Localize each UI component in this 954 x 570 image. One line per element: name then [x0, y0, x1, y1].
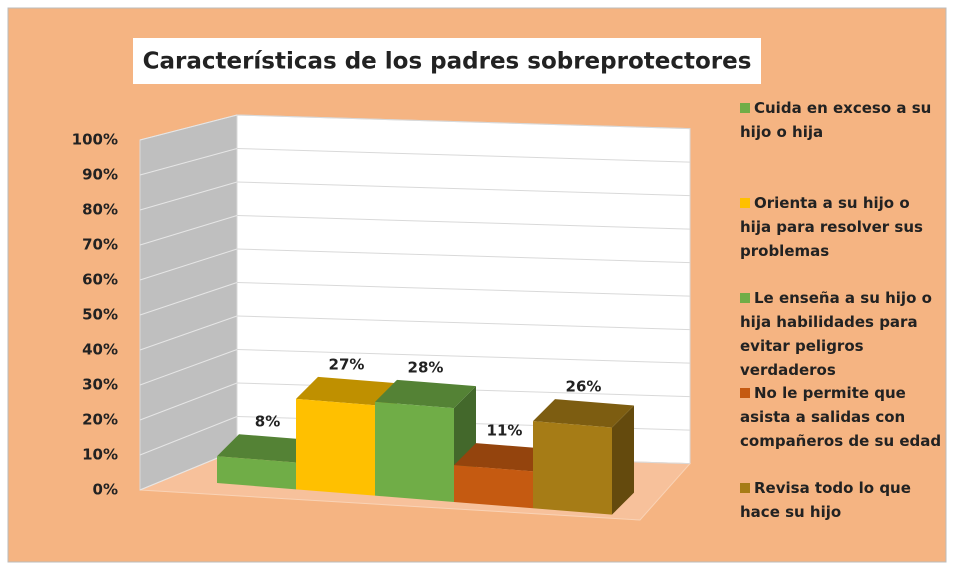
legend-swatch — [740, 483, 750, 493]
grid-line — [139, 215, 238, 246]
legend-label: No le permite que asista a salidas con c… — [740, 384, 942, 450]
bar — [454, 465, 533, 509]
grid-line — [236, 282, 691, 297]
y-tick-label: 10% — [82, 446, 118, 464]
grid-line — [236, 215, 691, 230]
legend-label: Orienta a su hijo o hija para resolver s… — [740, 194, 923, 260]
grid-line — [139, 248, 238, 281]
grid-line — [236, 315, 691, 331]
legend-swatch — [740, 198, 750, 208]
chart-title: Características de los padres sobreprote… — [143, 49, 752, 75]
bar — [375, 401, 454, 502]
y-tick-label: 30% — [82, 376, 118, 394]
title-box — [133, 38, 761, 84]
y-tick-label: 100% — [72, 131, 118, 149]
legend-entry: Orienta a su hijo o hija para resolver s… — [740, 191, 945, 263]
bar-top — [454, 443, 555, 472]
legend-label: Cuida en exceso a su hijo o hija — [740, 99, 932, 141]
legend-swatch — [740, 388, 750, 398]
bar — [217, 456, 296, 490]
data-label: 8% — [255, 413, 280, 431]
y-tick-label: 80% — [82, 201, 118, 219]
y-tick-label: 0% — [93, 481, 118, 499]
y-tick-label: 50% — [82, 306, 118, 324]
legend-entry: Revisa todo lo que hace su hijo — [740, 476, 945, 524]
grid-line — [236, 181, 691, 197]
grid-line — [139, 181, 238, 211]
grid-line — [139, 382, 238, 421]
grid-line — [139, 315, 238, 351]
y-tick-label: 60% — [82, 271, 118, 289]
bar — [533, 421, 612, 515]
grid-line — [139, 114, 238, 141]
data-label: 27% — [329, 355, 365, 373]
legend-label: Le enseña a su hijo o hija habilidades p… — [740, 289, 932, 379]
data-label: 26% — [566, 378, 602, 396]
legend-label: Revisa todo lo que hace su hijo — [740, 479, 911, 521]
bar-side — [612, 405, 634, 515]
data-label: 28% — [408, 358, 444, 376]
bar-top — [375, 379, 476, 409]
y-tick-label: 40% — [82, 341, 118, 359]
grid-line — [139, 148, 238, 176]
grid-line — [139, 349, 238, 386]
y-tick-label: 90% — [82, 166, 118, 184]
grid-line — [236, 349, 691, 364]
y-tick-label: 70% — [82, 236, 118, 254]
legend-entry: No le permite que asista a salidas con c… — [740, 381, 945, 453]
bar-top — [217, 434, 318, 463]
grid-line — [236, 148, 691, 163]
grid-line — [236, 114, 691, 130]
data-label: 11% — [487, 422, 523, 440]
grid-line — [236, 248, 691, 264]
bar — [296, 398, 375, 496]
grid-line — [139, 282, 238, 316]
bar-top — [296, 376, 397, 406]
bar-top — [533, 399, 634, 428]
legend-entry: Le enseña a su hijo o hija habilidades p… — [740, 286, 945, 382]
grid-line — [139, 416, 238, 456]
legend-entry: Cuida en exceso a su hijo o hija — [740, 96, 945, 144]
y-tick-label: 20% — [82, 411, 118, 429]
legend-swatch — [740, 293, 750, 303]
legend-swatch — [740, 103, 750, 113]
